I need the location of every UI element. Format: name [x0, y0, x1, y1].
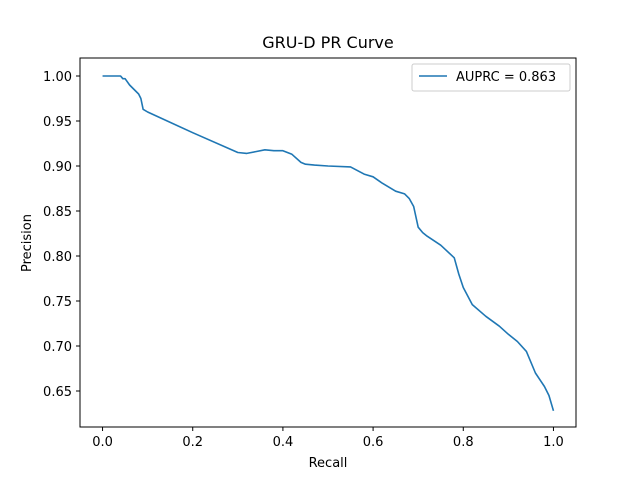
- y-tick-label: 0.75: [43, 295, 72, 310]
- y-axis-label: Precision: [20, 214, 35, 272]
- x-tick-label: 0.0: [92, 435, 113, 450]
- y-tick-label: 0.70: [43, 340, 72, 355]
- legend-box: [411, 63, 571, 92]
- plot-area: [102, 75, 555, 412]
- x-axis-label: Recall: [309, 456, 348, 471]
- axes-frame: [79, 57, 577, 428]
- legend: AUPRC = 0.863: [411, 63, 571, 92]
- series-line-0: [102, 75, 555, 412]
- chart-title: GRU-D PR Curve: [262, 33, 393, 52]
- x-tick-label: 0.8: [453, 435, 474, 450]
- axis-ticks: 0.0 0.2 0.4 0.6 0.8 1.0 0.65 0.70 0.75 0.80 0.85 0.…: [43, 70, 564, 450]
- x-tick-label: 0.2: [182, 435, 203, 450]
- x-tick-label: 0.4: [273, 435, 294, 450]
- x-tick-label: 1.0: [543, 435, 564, 450]
- y-tick-label: 0.90: [43, 160, 72, 175]
- y-tick-label: 0.80: [43, 250, 72, 265]
- y-tick-label: 0.85: [43, 205, 72, 220]
- y-tick-label: 1.00: [43, 70, 72, 85]
- x-tick-label: 0.6: [363, 435, 384, 450]
- y-tick-label: 0.95: [43, 115, 72, 130]
- legend-label: AUPRC = 0.863: [456, 70, 556, 85]
- y-tick-label: 0.65: [43, 385, 72, 400]
